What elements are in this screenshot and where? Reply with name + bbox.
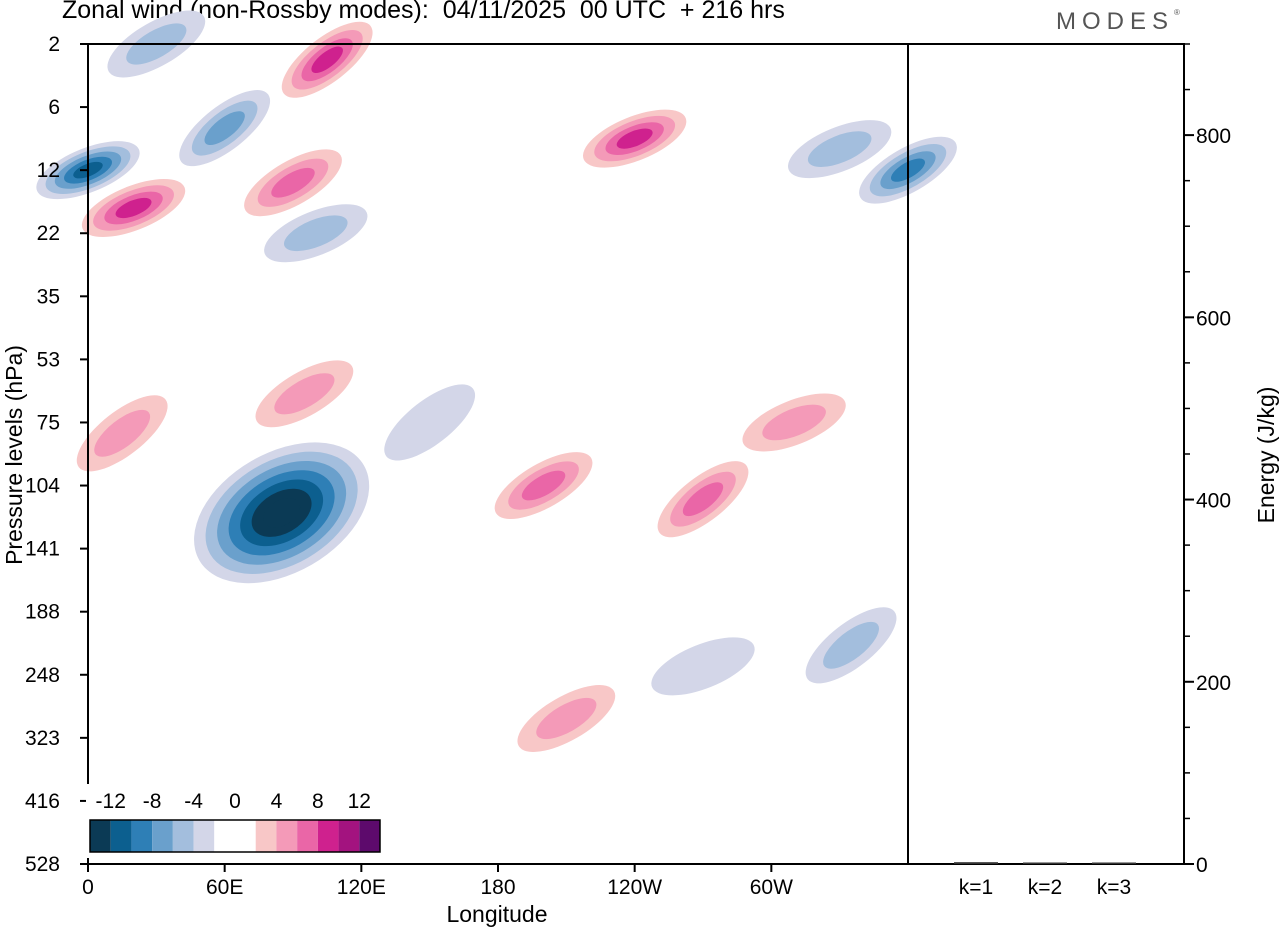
energy-axis-title: Energy (J/kg) — [1253, 387, 1279, 524]
contour-patch — [311, 46, 343, 74]
energy-bars: k=1 k=2 k=3 — [954, 862, 1136, 899]
contour-patch — [384, 384, 476, 461]
colorbar-label: 8 — [312, 790, 324, 813]
contour-patch — [807, 131, 872, 167]
y-tick-label: 104 — [25, 475, 60, 498]
colorbar-swatch — [193, 820, 215, 852]
y-tick-label: 12 — [37, 159, 60, 182]
colorbar-swatch — [152, 820, 173, 852]
y-tick-label: 141 — [25, 538, 60, 561]
contour-patch — [762, 404, 826, 441]
contour-patch — [274, 373, 335, 415]
contour-patch — [616, 128, 653, 149]
colorbar-swatch — [235, 820, 256, 852]
y-axis-title: Pressure levels (hPa) — [1, 345, 27, 565]
energy-category-label: k=1 — [959, 876, 993, 899]
y-tick-label: 248 — [25, 664, 60, 687]
colorbar-label: -12 — [96, 790, 126, 813]
energy-bar — [1023, 862, 1067, 864]
contour-patch — [271, 167, 315, 198]
colorbar-swatch — [131, 820, 153, 852]
colorbar-swatch — [214, 820, 235, 852]
colorbar-swatch — [172, 820, 194, 852]
y-tick-label: 188 — [25, 601, 60, 624]
colorbar-swatch — [297, 820, 318, 852]
contour-patch — [823, 621, 879, 669]
energy-tick-label: 0 — [1196, 854, 1208, 877]
y-tick-label: 75 — [37, 411, 60, 434]
colorbar-swatch — [276, 820, 298, 852]
contour-patch — [521, 470, 566, 501]
y-tick-label: 22 — [37, 222, 60, 245]
contour-patch — [263, 497, 301, 528]
energy-tick-label: 800 — [1196, 125, 1231, 148]
y-tick-label: 6 — [48, 96, 60, 119]
colorbar-label: 0 — [229, 790, 241, 813]
y-tick-label: 2 — [48, 33, 60, 56]
x-tick-label: 60W — [750, 876, 793, 899]
contour-patch — [283, 215, 348, 252]
longitude-axis: 0 60E 120E 180 120W 60W — [82, 864, 793, 899]
energy-category-label: k=3 — [1097, 876, 1131, 899]
energy-category-label: k=2 — [1028, 876, 1062, 899]
contour-patch — [682, 482, 724, 517]
heatmap-frame — [87, 43, 909, 865]
energy-frame — [907, 43, 1185, 865]
energy-bar — [1092, 862, 1136, 864]
colorbar-outline — [89, 819, 381, 853]
x-tick-label: 120E — [337, 876, 386, 899]
energy-axis: 0 200 400 600 800 — [1184, 43, 1231, 877]
colorbar-swatch — [359, 820, 380, 852]
x-tick-label: 120W — [607, 876, 662, 899]
brand-logo: MODES® — [1056, 8, 1180, 35]
colorbar-label: -8 — [143, 790, 162, 813]
x-tick-label: 60E — [206, 876, 243, 899]
y-tick-label: 53 — [37, 348, 60, 371]
contour-patch — [536, 697, 597, 740]
contour-field — [36, 10, 957, 752]
colorbar-swatch — [338, 820, 360, 852]
colorbar-swatch — [90, 820, 111, 852]
y-tick-label: 35 — [37, 285, 60, 308]
contour-patch — [651, 637, 755, 696]
x-tick-label: 0 — [82, 876, 94, 899]
x-tick-label: 180 — [480, 876, 515, 899]
colorbar-label: -4 — [184, 790, 203, 813]
colorbar: -12 -8 -4 0 4 8 12 — [86, 784, 384, 858]
colorbar-label: 12 — [348, 790, 371, 813]
energy-tick-label: 200 — [1196, 672, 1231, 695]
colorbar-swatch — [317, 820, 339, 852]
colorbar-label: 4 — [271, 790, 283, 813]
contour-patch — [115, 197, 152, 219]
energy-tick-label: 400 — [1196, 490, 1231, 513]
pressure-axis: 2 6 12 22 35 53 75 104 141 188 248 323 416 528 — [25, 33, 88, 876]
colorbar-swatch — [255, 820, 277, 852]
colorbar-swatch — [110, 820, 132, 852]
chart-title: Zonal wind (non-Rossby modes): 04/11/202… — [62, 0, 785, 24]
energy-tick-label: 600 — [1196, 307, 1231, 330]
energy-bar — [954, 862, 998, 864]
y-tick-label: 528 — [25, 853, 60, 876]
contour-patch — [204, 111, 245, 146]
y-tick-label: 323 — [25, 727, 60, 750]
y-tick-label: 416 — [25, 790, 60, 813]
x-axis-title: Longitude — [446, 901, 547, 927]
contour-patch — [94, 409, 151, 457]
